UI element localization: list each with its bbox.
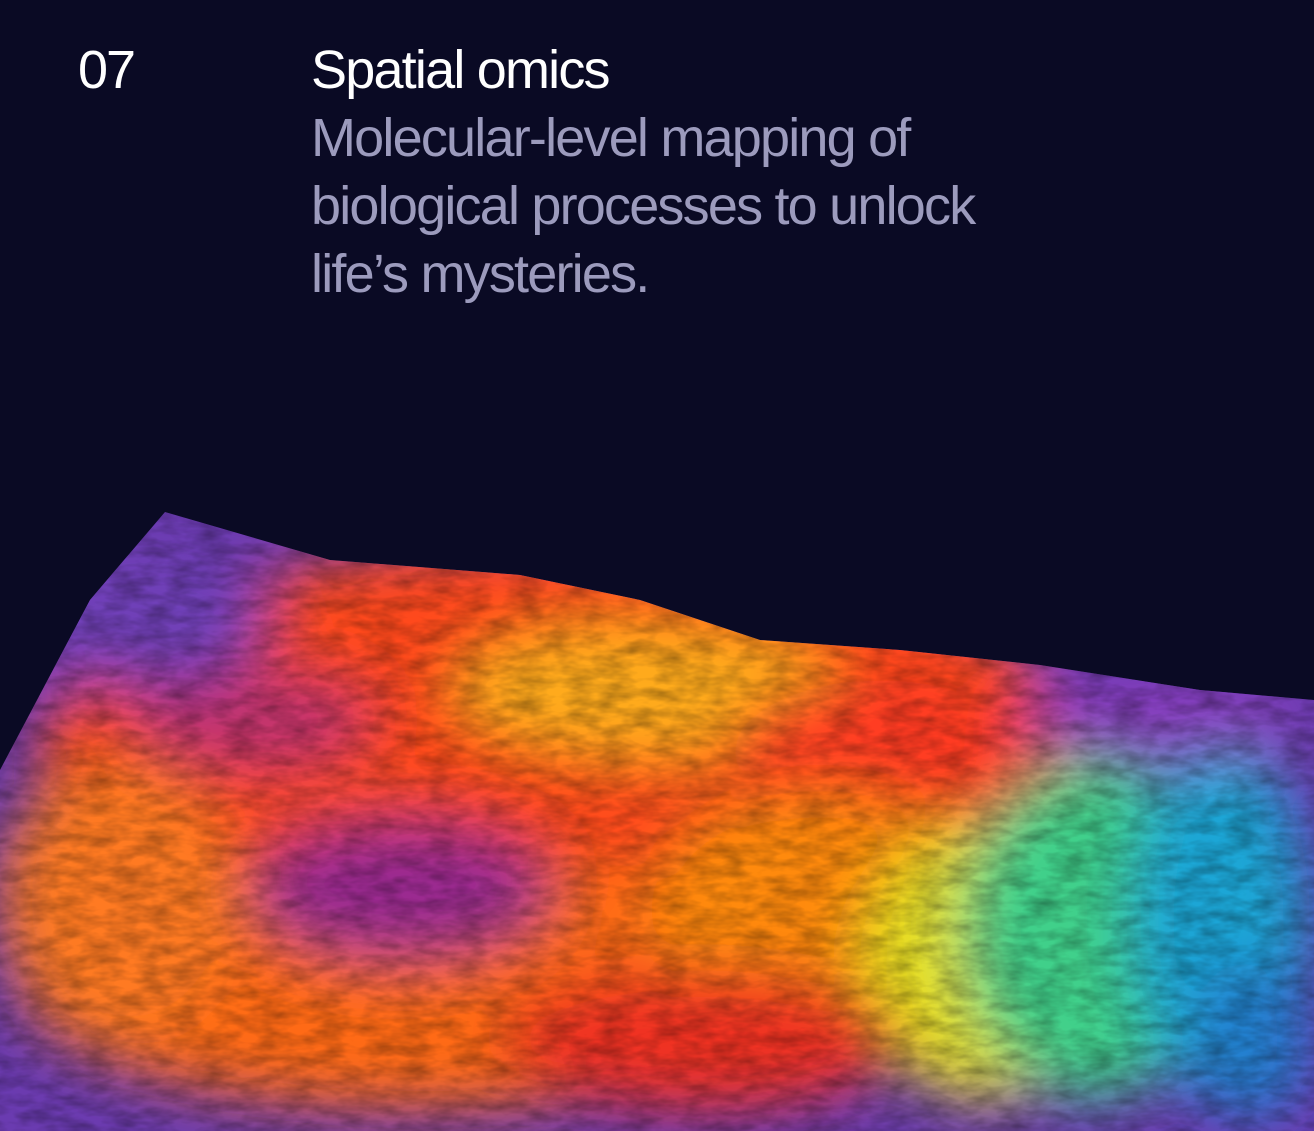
slide-number: 07 (78, 40, 136, 100)
slide-subtitle: Molecular-level mapping of biological pr… (311, 108, 976, 304)
slide-title: Spatial omics (311, 40, 611, 100)
